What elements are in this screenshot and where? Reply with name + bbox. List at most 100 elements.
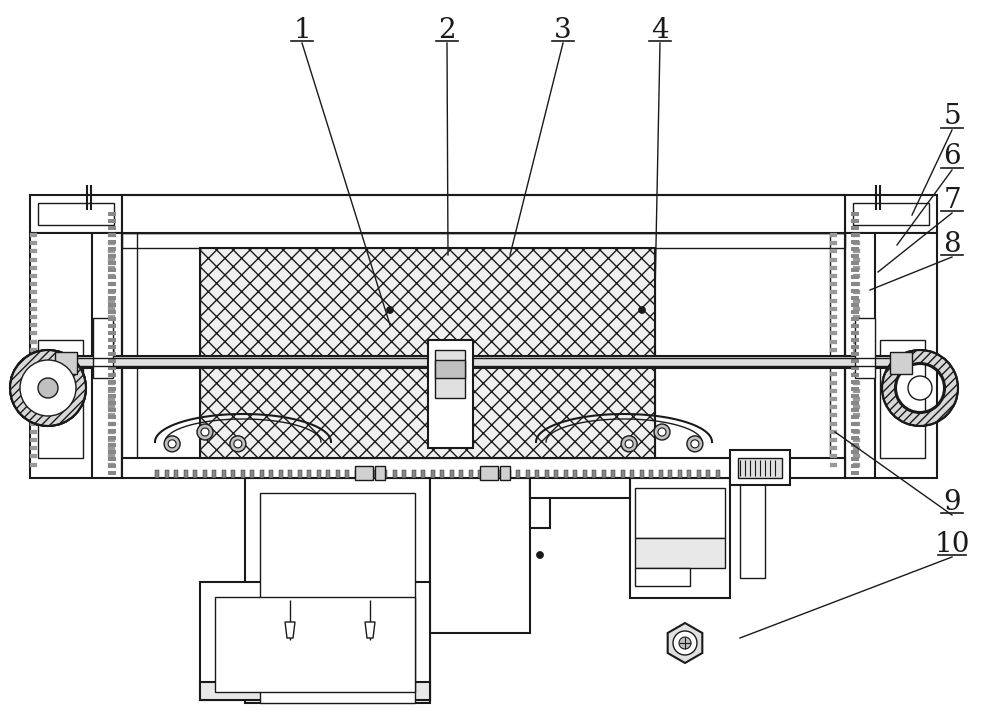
Bar — [108, 397, 115, 401]
Bar — [851, 380, 859, 384]
Circle shape — [20, 360, 76, 416]
Bar — [830, 405, 837, 409]
Bar — [364, 470, 368, 478]
Bar — [108, 436, 116, 440]
Bar — [851, 359, 859, 363]
Bar — [108, 372, 115, 377]
Bar — [278, 470, 283, 478]
Bar — [108, 366, 116, 370]
Bar — [530, 478, 550, 528]
Bar — [240, 470, 244, 478]
Bar — [851, 317, 859, 321]
Bar — [696, 470, 700, 478]
Bar — [30, 331, 37, 335]
Bar — [428, 340, 473, 448]
Bar — [830, 298, 837, 303]
Bar — [635, 568, 690, 586]
Bar — [851, 401, 859, 405]
Bar — [554, 470, 558, 478]
Bar — [851, 443, 859, 447]
Bar — [108, 324, 116, 328]
Bar — [108, 430, 115, 434]
Bar — [851, 457, 859, 461]
Bar — [830, 463, 837, 466]
Polygon shape — [285, 622, 295, 638]
Bar — [108, 463, 115, 466]
Bar — [93, 318, 113, 378]
Bar — [880, 340, 925, 458]
Bar — [851, 226, 859, 230]
Bar — [497, 470, 501, 478]
Circle shape — [38, 378, 58, 398]
Polygon shape — [365, 622, 375, 638]
Bar — [592, 470, 596, 478]
Bar — [853, 347, 860, 352]
Bar — [530, 478, 630, 498]
Bar — [108, 266, 115, 270]
Bar — [564, 470, 568, 478]
Bar — [30, 298, 37, 303]
Bar — [535, 470, 539, 478]
Bar — [507, 470, 511, 478]
Bar — [122, 195, 845, 233]
Bar — [851, 464, 859, 468]
Bar — [853, 315, 860, 319]
Bar — [478, 470, 482, 478]
Bar — [38, 203, 114, 225]
Bar — [30, 397, 37, 401]
Bar — [108, 414, 115, 417]
Bar — [853, 340, 860, 344]
Bar — [108, 345, 116, 349]
Bar — [851, 275, 859, 279]
Bar — [706, 470, 710, 478]
Bar — [830, 290, 837, 294]
Bar — [200, 366, 655, 458]
Bar — [830, 389, 837, 393]
Bar — [231, 470, 235, 478]
Bar — [298, 470, 302, 478]
Bar — [108, 394, 116, 398]
Bar — [108, 446, 115, 450]
Bar — [355, 466, 373, 480]
Bar — [851, 282, 859, 286]
Bar — [830, 446, 837, 450]
Bar — [30, 422, 37, 426]
Bar — [853, 405, 860, 409]
Text: 4: 4 — [651, 16, 669, 43]
Bar — [830, 438, 837, 442]
Bar — [155, 470, 159, 478]
Bar — [200, 248, 655, 366]
Bar — [345, 470, 349, 478]
Bar — [375, 466, 385, 480]
Bar — [30, 463, 37, 466]
Bar — [108, 457, 116, 461]
Bar — [851, 394, 859, 398]
Bar — [853, 389, 860, 393]
Bar — [184, 470, 188, 478]
Circle shape — [230, 436, 246, 452]
Bar — [108, 282, 116, 286]
Bar — [108, 365, 115, 368]
Bar — [435, 360, 465, 378]
Bar — [108, 233, 115, 237]
Bar — [108, 438, 115, 442]
Bar — [830, 372, 837, 377]
Bar — [108, 422, 115, 426]
Bar — [851, 345, 859, 349]
Bar — [30, 347, 37, 352]
Bar — [851, 450, 859, 454]
Text: 3: 3 — [554, 16, 572, 43]
Bar — [851, 387, 859, 391]
Bar — [830, 381, 837, 384]
Bar — [851, 247, 859, 251]
Bar — [855, 318, 875, 378]
Bar — [488, 470, 492, 478]
Bar — [108, 347, 115, 352]
Bar — [30, 266, 37, 270]
Bar — [853, 203, 929, 225]
Bar — [830, 422, 837, 426]
Bar — [740, 458, 765, 578]
Bar — [830, 258, 837, 261]
Bar — [851, 254, 859, 258]
Bar — [108, 429, 116, 433]
